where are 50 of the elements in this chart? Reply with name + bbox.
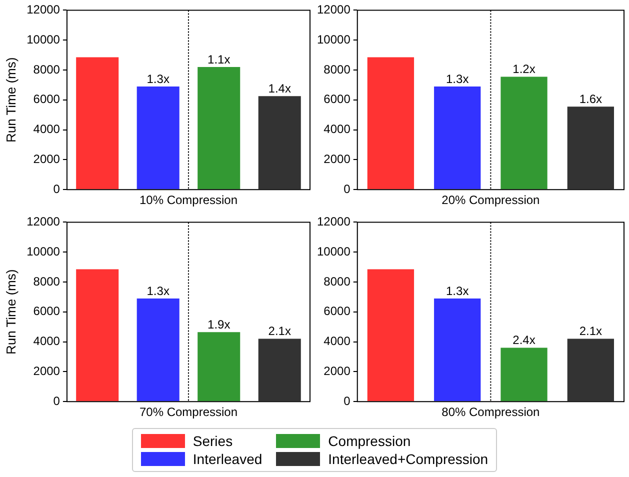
- annotation: 1.3x: [146, 72, 170, 86]
- legend-label: Compression: [328, 433, 411, 449]
- annotation: 1.3x: [446, 284, 469, 298]
- y-tick-label: 6000: [33, 304, 60, 318]
- y-axis-title: Run Time (ms): [3, 269, 18, 355]
- legend-label: Interleaved+Compression: [328, 451, 488, 467]
- y-axis-title: Run Time (ms): [3, 57, 18, 143]
- annotation: 1.6x: [579, 92, 602, 106]
- annotation: 2.1x: [268, 324, 291, 338]
- x-axis-title: 20% Compression: [442, 193, 540, 208]
- y-tick-label: 8000: [33, 62, 60, 76]
- y-tick-label: 0: [53, 182, 60, 196]
- annotation: 2.4x: [512, 333, 536, 348]
- y-tick-label: 4000: [33, 122, 60, 136]
- y-tick-label: 0: [344, 394, 351, 408]
- y-tick-label: 4000: [324, 334, 351, 348]
- y-tick-label: 8000: [324, 274, 351, 288]
- y-tick-label: 6000: [324, 304, 351, 318]
- y-tick-label: 8000: [33, 274, 60, 288]
- y-tick-label: 6000: [324, 92, 351, 106]
- y-tick-label: 0: [53, 394, 60, 408]
- y-tick-label: 12000: [26, 214, 60, 229]
- annotation: 1.3x: [146, 284, 170, 298]
- x-axis-title: 10% Compression: [139, 193, 238, 208]
- y-tick-label: 12000: [316, 214, 351, 229]
- y-tick-label: 10000: [26, 32, 60, 46]
- y-tick-label: 12000: [316, 2, 351, 17]
- annotation: 1.1x: [208, 52, 230, 66]
- y-tick-label: 4000: [324, 122, 351, 136]
- y-tick-label: 12000: [26, 2, 60, 17]
- y-tick-label: 2000: [324, 364, 351, 378]
- y-tick-label: 2000: [33, 364, 60, 378]
- y-tick-label: 8000: [324, 62, 351, 76]
- x-axis-title: 80% Compression: [442, 405, 540, 420]
- legend-label: Series: [192, 433, 233, 449]
- annotation: 1.2x: [512, 62, 536, 76]
- y-tick-label: 10000: [316, 244, 351, 258]
- annotation: 2.1x: [579, 324, 602, 338]
- legend-label: Interleaved: [192, 451, 262, 467]
- y-tick-label: 2000: [33, 152, 60, 166]
- annotation: 1.9x: [208, 317, 230, 332]
- annotation: 1.4x: [268, 81, 291, 96]
- y-tick-label: 10000: [26, 244, 60, 258]
- y-tick-label: 6000: [33, 92, 60, 106]
- y-tick-label: 10000: [316, 32, 351, 46]
- annotation: 1.3x: [446, 72, 469, 86]
- y-tick-label: 2000: [324, 152, 351, 166]
- y-tick-label: 4000: [33, 334, 60, 348]
- y-tick-label: 0: [344, 182, 351, 196]
- x-axis-title: 70% Compression: [139, 405, 238, 420]
